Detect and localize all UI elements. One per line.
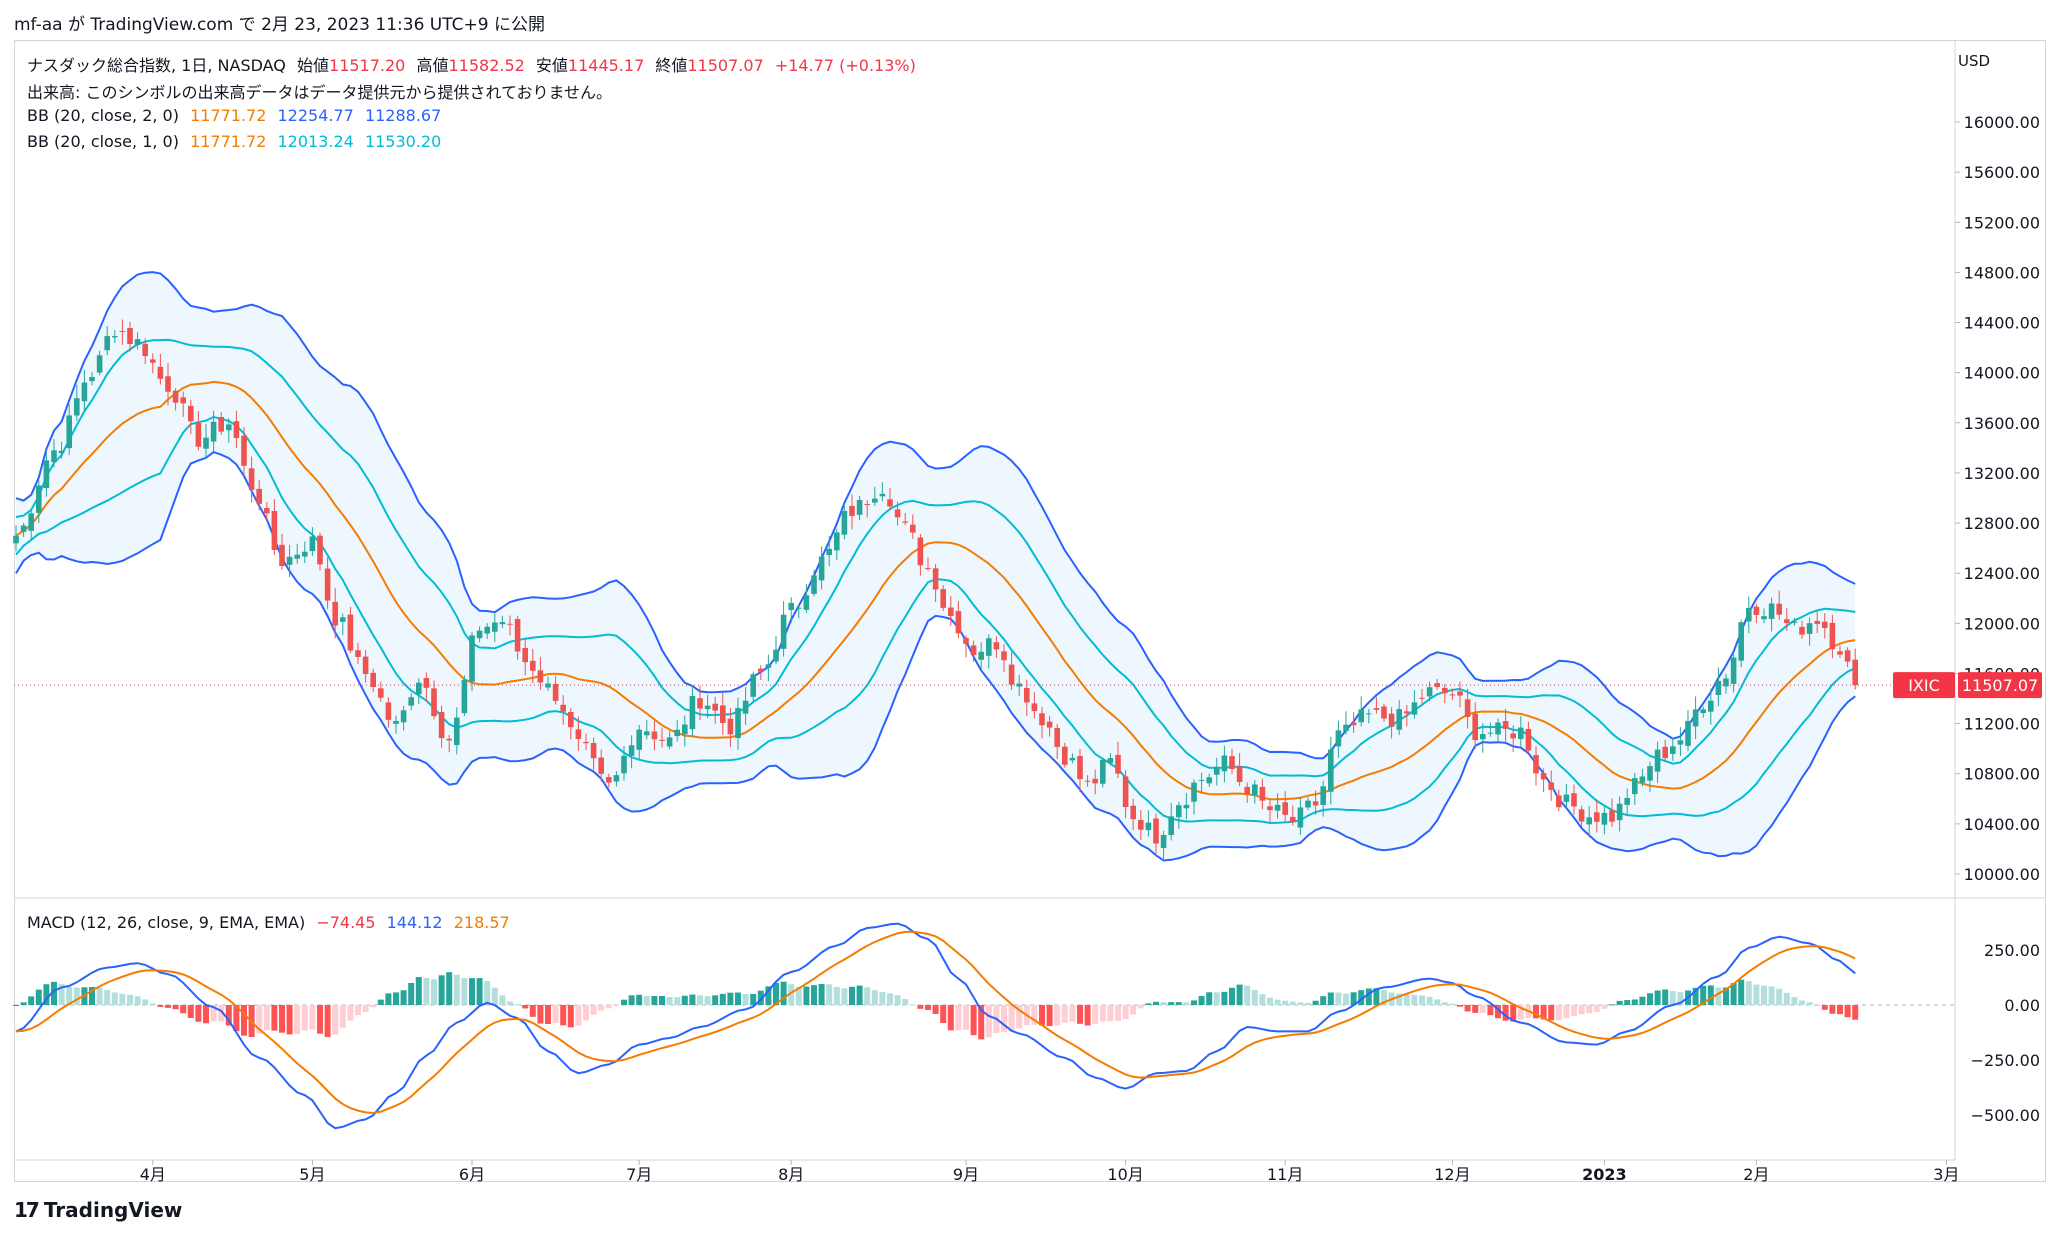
bb1-label: BB (20, close, 2, 0) <box>27 106 179 125</box>
macd-line-value: 144.12 <box>386 913 443 932</box>
high-value: 11582.52 <box>448 56 525 75</box>
bb1-lower: 11288.67 <box>364 106 442 125</box>
change-value: +14.77 (+0.13%) <box>774 56 916 75</box>
bb1-legend[interactable]: BB (20, close, 2, 0) 11771.72 12254.77 1… <box>27 106 447 125</box>
close-value: 11507.07 <box>687 56 764 75</box>
bb2-lower: 11530.20 <box>364 132 442 151</box>
footer-brand: TradingView <box>43 1198 183 1222</box>
macd-label: MACD (12, 26, close, 9, EMA, EMA) <box>27 913 306 932</box>
high-label: 高値 <box>416 56 449 75</box>
macd-signal-value: 218.57 <box>453 913 510 932</box>
ohlc-low: 安値11445.17 <box>536 56 644 75</box>
ohlc-open: 始値11517.20 <box>297 56 405 75</box>
bb2-legend[interactable]: BB (20, close, 1, 0) 11771.72 12013.24 1… <box>27 132 447 151</box>
bb2-upper: 12013.24 <box>277 132 354 151</box>
close-label: 終値 <box>655 56 688 75</box>
ohlc-high: 高値11582.52 <box>416 56 524 75</box>
bb2-label: BB (20, close, 1, 0) <box>27 132 179 151</box>
macd-legend[interactable]: MACD (12, 26, close, 9, EMA, EMA) −74.45… <box>27 913 516 932</box>
chart-panel[interactable] <box>14 40 2046 1182</box>
open-label: 始値 <box>297 56 330 75</box>
tradingview-logo-icon: 17 <box>14 1198 40 1222</box>
symbol-legend: ナスダック総合指数, 1日, NASDAQ 始値11517.20 高値11582… <box>27 52 922 76</box>
tradingview-footer[interactable]: 17 TradingView <box>14 1198 182 1222</box>
currency-label: USD <box>1958 52 1991 70</box>
low-value: 11445.17 <box>567 56 645 75</box>
publish-attribution: mf-aa が TradingView.com で 2月 23, 2023 11… <box>14 15 545 35</box>
symbol-name: ナスダック総合指数, 1日, NASDAQ <box>27 56 286 75</box>
bb1-basis: 11771.72 <box>190 106 267 125</box>
ohlc-close: 終値11507.07 <box>655 56 763 75</box>
open-value: 11517.20 <box>329 56 406 75</box>
bb1-upper: 12254.77 <box>277 106 354 125</box>
low-label: 安値 <box>535 56 568 75</box>
bb2-basis: 11771.72 <box>190 132 267 151</box>
macd-hist-value: −74.45 <box>316 913 376 932</box>
volume-note: 出来高: このシンボルの出来高データはデータ提供元から提供されておりません。 <box>27 83 613 102</box>
